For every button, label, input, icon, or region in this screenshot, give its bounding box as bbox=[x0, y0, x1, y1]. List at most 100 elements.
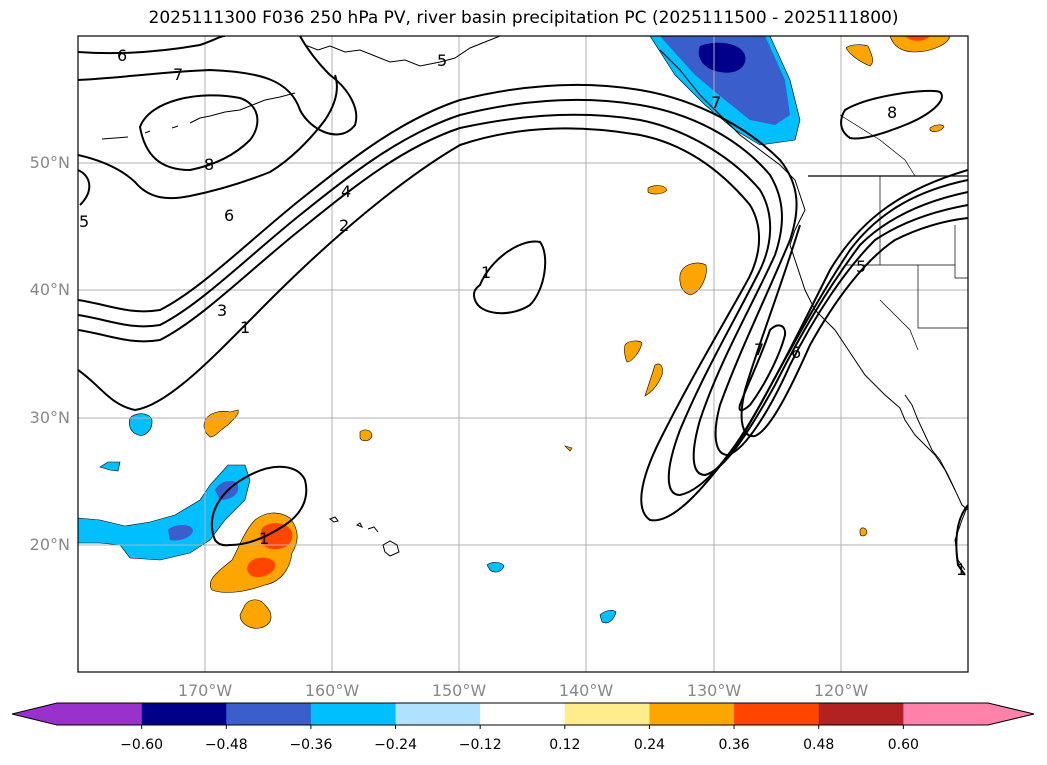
positive-anomaly-blob bbox=[563, 445, 573, 452]
colorbar-tick-label: 0.48 bbox=[803, 737, 835, 753]
canada-coast bbox=[659, 49, 806, 246]
baja-peninsula bbox=[904, 394, 956, 491]
positive-anomaly-blob bbox=[889, 36, 951, 53]
negative-anomaly-mid bbox=[660, 36, 790, 125]
pv-contour-3 bbox=[78, 98, 783, 328]
lat-label: 20°N bbox=[29, 535, 70, 554]
contour-labels: 6 7 8 6 5 4 2 3 1 1 5 7 8 7 6 5 1 1 bbox=[79, 46, 966, 579]
colorbar bbox=[11, 702, 1035, 729]
negative-anomaly-strong bbox=[698, 42, 746, 73]
contour-label: 1 bbox=[240, 318, 250, 337]
colorbar-segment bbox=[141, 703, 227, 725]
pv-trough-contour bbox=[740, 217, 968, 438]
negative-anomaly-blob bbox=[128, 413, 153, 436]
contour-label: 5 bbox=[437, 51, 447, 70]
contour-label: 8 bbox=[887, 103, 897, 122]
negative-anomaly-blob bbox=[599, 610, 617, 624]
contour-label: 6 bbox=[791, 343, 801, 362]
negative-anomaly-band-core bbox=[168, 525, 193, 541]
pv-trough-contour bbox=[667, 179, 968, 497]
positive-anomaly-blob bbox=[679, 262, 707, 296]
alaska-coast bbox=[299, 36, 501, 67]
lat-label: 40°N bbox=[29, 280, 70, 299]
coastlines bbox=[101, 36, 968, 571]
pv-trough-contour-7 bbox=[738, 324, 787, 412]
pv-trough-contour bbox=[692, 191, 968, 477]
colorbar-tick-label: −0.48 bbox=[204, 737, 248, 753]
negative-anomaly-blob bbox=[99, 461, 121, 472]
lon-label: 150°W bbox=[431, 681, 487, 700]
pv-contour-8 bbox=[138, 94, 259, 172]
pv-contour-1-low bbox=[472, 240, 547, 315]
pv-contour-6 bbox=[78, 74, 338, 200]
contour-label: 3 bbox=[217, 301, 227, 320]
pv-contour-2 bbox=[78, 113, 772, 343]
lat-label: 50°N bbox=[29, 153, 70, 172]
positive-anomaly-blob bbox=[624, 340, 643, 363]
precip-anomaly-fills bbox=[78, 36, 951, 629]
positive-anomaly-blob bbox=[845, 44, 873, 67]
lon-label: 160°W bbox=[304, 681, 360, 700]
positive-anomaly-blob bbox=[644, 363, 663, 397]
contour-label: 5 bbox=[79, 212, 89, 231]
positive-anomaly-blob bbox=[859, 527, 868, 537]
positive-anomaly-core bbox=[260, 523, 293, 550]
colorbar-segment bbox=[395, 703, 481, 725]
positive-anomaly-blob bbox=[203, 409, 239, 438]
contour-label: 1 bbox=[259, 529, 269, 548]
lon-label: 140°W bbox=[558, 681, 614, 700]
colorbar-segment bbox=[226, 703, 312, 725]
colorbar-tick-label: 0.24 bbox=[633, 737, 666, 753]
colorbar-tick-label: −0.60 bbox=[120, 737, 164, 753]
contour-label: 2 bbox=[339, 216, 349, 235]
map-title: 2025111300 F036 250 hPa PV, river basin … bbox=[148, 8, 899, 28]
colorbar-extend-max bbox=[903, 703, 1034, 725]
negative-anomaly-blob bbox=[486, 562, 505, 573]
colorbar-segment bbox=[564, 703, 650, 725]
us-west-coast bbox=[789, 244, 968, 511]
colorbar-segment bbox=[480, 703, 566, 725]
colorbar-segment bbox=[649, 703, 735, 725]
pv-trough-contour bbox=[640, 169, 968, 522]
lat-label: 30°N bbox=[29, 408, 70, 427]
positive-anomaly-core bbox=[905, 36, 930, 41]
mexico-coast bbox=[954, 504, 968, 571]
contour-label: 7 bbox=[173, 65, 183, 84]
colorbar-tick-label: −0.36 bbox=[289, 737, 333, 753]
map-area: 6 7 8 6 5 4 2 3 1 1 5 7 8 7 6 5 1 1 bbox=[78, 36, 968, 672]
map-frame bbox=[77, 35, 969, 673]
pv-contour-1-hawaii bbox=[210, 465, 308, 547]
pv-contour-8-east bbox=[840, 89, 943, 140]
state-borders bbox=[839, 114, 968, 351]
pv-contour-6-north bbox=[78, 36, 226, 55]
contour-label: 1 bbox=[481, 263, 491, 282]
contour-label: 8 bbox=[204, 155, 214, 174]
colorbar-segment bbox=[818, 703, 904, 725]
positive-anomaly-core bbox=[247, 557, 276, 578]
colorbar-tick-label: 0.12 bbox=[549, 737, 581, 753]
pv-contour-mexico bbox=[955, 504, 968, 576]
positive-anomaly-blob bbox=[359, 429, 373, 442]
contour-label: 7 bbox=[754, 340, 764, 359]
colorbar-tick-label: −0.24 bbox=[374, 737, 417, 753]
lon-label: 130°W bbox=[686, 681, 742, 700]
colorbar-segment bbox=[310, 703, 397, 725]
pv-contour-4 bbox=[78, 83, 798, 313]
colorbar-outline bbox=[11, 702, 1035, 726]
hawaii-islands bbox=[328, 516, 400, 557]
lon-label: 170°W bbox=[177, 681, 233, 700]
aleutian-islands bbox=[101, 92, 296, 140]
contour-label: 6 bbox=[117, 46, 127, 65]
colorbar-tick-label: −0.12 bbox=[458, 737, 502, 753]
pv-contour-5 bbox=[78, 169, 91, 206]
colorbar-tick-label: 0.60 bbox=[887, 737, 919, 753]
pv-trough-contour bbox=[714, 204, 968, 457]
contour-label: 5 bbox=[856, 257, 866, 276]
negative-anomaly-band bbox=[78, 464, 251, 561]
colorbar-tick-label: 0.36 bbox=[718, 737, 750, 753]
colorbar-extend-min bbox=[12, 703, 142, 725]
pv-contour-1 bbox=[78, 127, 761, 412]
positive-anomaly-blob bbox=[239, 599, 272, 629]
positive-anomaly-blob bbox=[929, 124, 945, 132]
